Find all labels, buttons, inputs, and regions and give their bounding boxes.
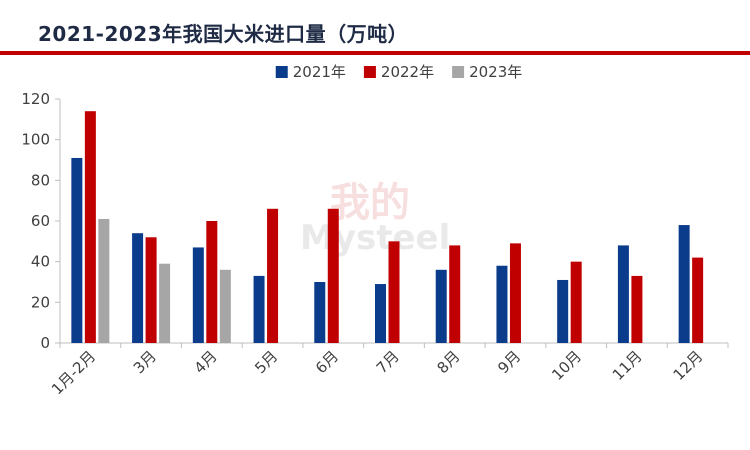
legend-label: 2021年	[293, 63, 346, 81]
x-tick-label: 1月-2月	[48, 347, 99, 398]
bar	[692, 257, 704, 343]
bar	[98, 218, 110, 343]
x-tick-label: 6月	[312, 347, 342, 377]
bar	[71, 157, 83, 343]
y-tick-label: 100	[21, 131, 50, 149]
y-tick-label: 0	[40, 334, 50, 352]
bar	[435, 269, 447, 343]
bar	[327, 208, 339, 343]
x-tick-label: 12月	[670, 347, 707, 384]
bar	[253, 275, 265, 343]
x-tick-label: 9月	[494, 347, 524, 377]
bar	[617, 245, 629, 343]
bar	[678, 225, 690, 343]
legend-swatch	[363, 66, 376, 78]
bar	[267, 208, 279, 343]
legend-label: 2023年	[469, 63, 522, 81]
x-tick-label: 10月	[548, 347, 585, 384]
bar	[388, 241, 400, 343]
x-tick-label: 8月	[433, 347, 463, 377]
x-tick-label: 5月	[251, 347, 281, 377]
x-tick-label: 3月	[130, 347, 160, 377]
x-tick-label: 4月	[191, 347, 221, 377]
bar	[570, 261, 582, 343]
legend-swatch	[452, 66, 465, 78]
title-bar: 2021-2023年我国大米进口量（万吨）	[0, 0, 750, 62]
chart-bars	[71, 111, 704, 343]
bar	[449, 245, 461, 343]
bar	[496, 265, 508, 343]
bar	[557, 279, 569, 343]
title-underline	[0, 51, 750, 55]
bar	[314, 282, 326, 343]
bar	[84, 111, 96, 343]
y-tick-label: 60	[31, 212, 50, 230]
x-tick-label: 7月	[373, 347, 403, 377]
bar	[509, 243, 521, 343]
y-tick-label: 120	[21, 90, 50, 108]
x-tick-label: 11月	[609, 347, 646, 384]
legend-label: 2022年	[381, 63, 434, 81]
y-tick-label: 20	[31, 293, 50, 311]
bar	[219, 269, 231, 343]
chart-labels: 0 20 40 60 80 100 120 1月-2月 3月 4月 5月 6月 7月 8月 9月 10月 11月…	[21, 90, 706, 398]
bar-chart: 2021年 2022年 2023年 0 20 40 60 80 100 120 1月-2月 3月 4月…	[21, 63, 729, 398]
bar	[631, 275, 643, 343]
bar	[159, 263, 171, 343]
bar	[192, 247, 204, 343]
bar	[206, 221, 218, 343]
y-tick-label: 40	[31, 253, 50, 271]
chart-legend: 2021年 2022年 2023年	[275, 63, 522, 81]
chart-title: 2021-2023年我国大米进口量（万吨）	[38, 22, 409, 46]
y-tick-label: 80	[31, 171, 50, 189]
legend-swatch	[275, 66, 288, 78]
bar	[375, 284, 386, 343]
bar	[145, 237, 157, 343]
bar	[132, 233, 144, 343]
